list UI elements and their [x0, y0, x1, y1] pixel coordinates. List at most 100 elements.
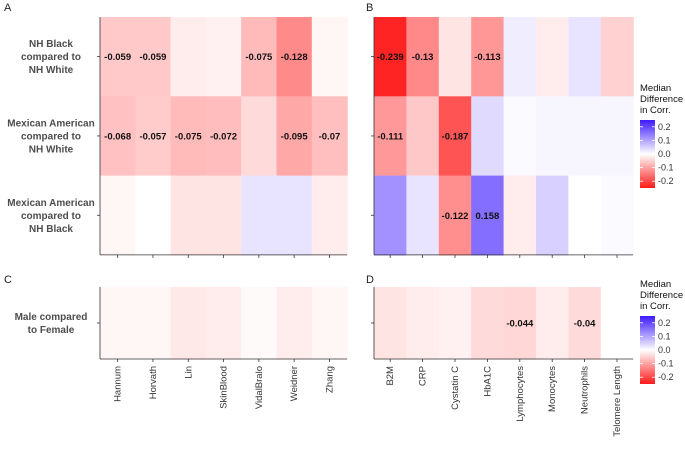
cell-value-label: -0.068 — [104, 131, 131, 142]
legend-tick-label: -0.2 — [658, 176, 674, 186]
heatmap-cell-a-0-lin — [170, 17, 207, 97]
heatmap-cell-b-0-crp — [406, 17, 440, 97]
legend-tick-label: 0.2 — [658, 318, 671, 328]
heatmap-cell-a-1-lin — [170, 96, 207, 177]
cell-value-label: -0.072 — [210, 131, 237, 142]
cell-value-label: -0.111 — [377, 131, 404, 142]
heatmap-cell-c-0-hannum — [100, 287, 136, 360]
heatmap-cell-b-1-lymphocytes — [503, 96, 537, 177]
heatmap-cell-a-0-weidner — [276, 17, 313, 97]
heatmap-cell-b-1-telomere-length — [600, 96, 634, 177]
cell-value-label: -0.075 — [175, 131, 203, 142]
heatmap-cell-b-2-telomere-length — [600, 175, 634, 256]
heatmap-cell-b-0-telomere-length — [600, 17, 634, 97]
cell-value-label: -0.122 — [442, 211, 469, 222]
legend-tick-label: 0.0 — [658, 345, 671, 355]
cell-value-label: -0.13 — [412, 52, 434, 63]
heatmap-cell-b-1-b2m — [374, 96, 407, 177]
heatmap-cell-a-2-lin — [170, 175, 207, 256]
cell-value-label: -0.128 — [281, 52, 308, 63]
heatmap-cell-b-0-hba1c — [471, 17, 505, 97]
heatmap-cell-a-1-zhang — [311, 96, 348, 177]
heatmap-cell-a-2-hannum — [100, 175, 136, 256]
cell-value-label: -0.059 — [139, 52, 166, 63]
cell-value-label: -0.057 — [139, 131, 166, 142]
column-label-hannum: Hannum — [113, 366, 124, 402]
heatmap-cell-a-1-horvath — [135, 96, 172, 177]
heatmap-cell-a-1-weidner — [276, 96, 313, 177]
legend-tick-label: -0.1 — [658, 359, 674, 369]
column-label-monocytes: Monocytes — [547, 366, 558, 412]
heatmap-cell-b-2-monocytes — [536, 175, 569, 256]
heatmap-cell-b-1-monocytes — [536, 96, 569, 177]
legend-color-bar — [640, 120, 655, 188]
heatmap-cell-a-2-vidalbralo — [241, 175, 278, 256]
heatmap-cell-b-2-hba1c — [471, 175, 505, 256]
heatmap-panel-c: Male compared to Female Hannum Horvath Lin Sk… — [15, 287, 348, 409]
column-label-vidalbralo: VidalBralo — [254, 366, 265, 409]
heatmap-cell-d-0-lymphocytes — [503, 287, 537, 360]
column-label-cystatin-c: Cystatin C — [450, 366, 461, 410]
heatmap-cell-d-0-b2m — [374, 287, 407, 360]
column-label-horvath: Horvath — [148, 366, 159, 399]
panel-letter-b: B — [366, 2, 373, 14]
color-legend-top: Median Difference in Corr. 0.2 0.1 0.0 -0.1 -0.… — [640, 83, 683, 188]
heatmap-cell-c-0-weidner — [276, 287, 313, 360]
heatmap-cell-d-0-cystatin-c — [438, 287, 472, 360]
cell-value-label: -0.044 — [506, 319, 534, 330]
heatmap-cell-a-2-weidner — [276, 175, 313, 256]
cell-value-label: 0.158 — [476, 211, 500, 222]
heatmap-cell-b-0-b2m — [374, 17, 407, 97]
heatmap-panel-d: -0.044 -0.04 B2M CRP Cystatin C HbA1C Lymphocy… — [371, 287, 634, 437]
heatmap-cell-d-0-neutrophils — [568, 287, 602, 360]
heatmap-cell-a-0-zhang — [311, 17, 348, 97]
column-label-hba1c: HbA1C — [482, 366, 493, 397]
row-label-nh-black-compared-to-nh-white: NH Black compared to NH White — [21, 39, 81, 76]
heatmaps: -0.059 -0.059 -0.075 -0.128 -0.068 -0.057 -0.0… — [7, 17, 634, 437]
heatmap-cell-b-0-cystatin-c — [438, 17, 472, 97]
heatmap-cell-d-0-monocytes — [536, 287, 569, 360]
heatmap-cell-b-1-crp — [406, 96, 440, 177]
legend-tick-label: 0.1 — [658, 331, 671, 341]
heatmap-cell-d-0-hba1c — [471, 287, 505, 360]
heatmap-cell-b-1-neutrophils — [568, 96, 602, 177]
heatmap-cell-b-0-monocytes — [536, 17, 569, 97]
cell-value-label: -0.095 — [281, 131, 309, 142]
cell-value-label: -0.04 — [574, 319, 596, 330]
heatmap-cell-a-0-hannum — [100, 17, 136, 97]
heatmap-cell-b-2-b2m — [374, 175, 407, 256]
heatmap-cell-d-0-telomere-length — [600, 287, 634, 360]
heatmap-cell-a-1-vidalbralo — [241, 96, 278, 177]
color-legend-bottom: Median Difference in Corr. 0.2 0.1 0.0 -0.1 -0.… — [640, 279, 683, 384]
heatmap-cell-c-0-zhang — [311, 287, 348, 360]
row-label-mexican-american-compared-to-nh-black: Mexican American compared to NH Black — [7, 198, 94, 235]
heatmap-cell-a-1-hannum — [100, 96, 136, 177]
heatmap-cell-a-2-horvath — [135, 175, 172, 256]
cell-value-label: -0.239 — [377, 52, 404, 63]
column-label-neutrophils: Neutrophils — [580, 366, 591, 414]
column-label-telomere-length: Telomere Length — [612, 366, 623, 437]
legend-color-bar — [640, 316, 655, 384]
heatmap-cell-b-0-lymphocytes — [503, 17, 537, 97]
heatmap-cell-b-2-neutrophils — [568, 175, 602, 256]
heatmap-cell-a-0-skinblood — [205, 17, 242, 97]
heatmap-cell-a-0-horvath — [135, 17, 172, 97]
heatmap-cell-a-1-skinblood — [205, 96, 242, 177]
heatmap-cell-c-0-lin — [170, 287, 207, 360]
column-label-zhang: Zhang — [324, 366, 335, 393]
column-label-weidner: Weidner — [289, 366, 300, 401]
heatmap-cell-c-0-skinblood — [205, 287, 242, 360]
heatmap-cell-c-0-horvath — [135, 287, 172, 360]
heatmap-cell-d-0-crp — [406, 287, 440, 360]
cell-value-label: -0.07 — [319, 131, 341, 142]
cell-value-label: -0.075 — [245, 52, 273, 63]
cell-value-label: -0.059 — [104, 52, 131, 63]
cell-value-label: -0.113 — [474, 52, 500, 63]
heatmap-panel-a: -0.059 -0.059 -0.075 -0.128 -0.068 -0.057 -0.0… — [7, 17, 348, 258]
legend-title: Median Difference in Corr. — [640, 279, 683, 312]
column-label-lymphocytes: Lymphocytes — [515, 366, 526, 422]
column-label-b2m: B2M — [385, 366, 396, 386]
heatmap-cell-b-2-lymphocytes — [503, 175, 537, 256]
column-label-lin: Lin — [183, 366, 194, 379]
cell-value-label: -0.187 — [442, 131, 469, 142]
